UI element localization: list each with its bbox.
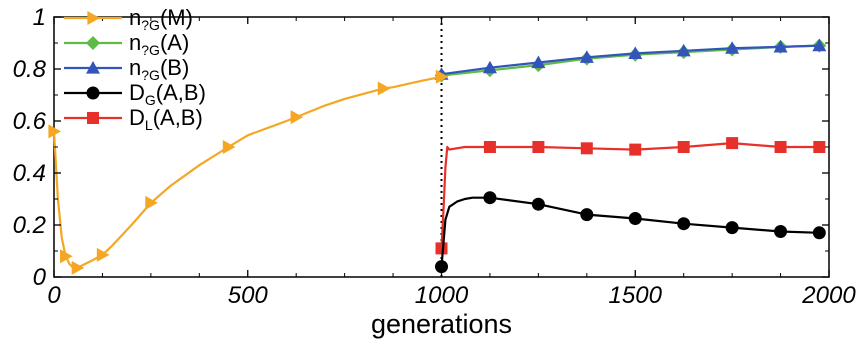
y-tick-label: 0.4 — [13, 160, 46, 187]
y-tick-label: 0.6 — [13, 108, 47, 135]
data-point — [60, 249, 73, 264]
y-tick-label: 0.2 — [13, 212, 46, 239]
data-point — [726, 137, 739, 150]
data-point — [531, 55, 546, 69]
legend-label-main: n — [129, 30, 141, 55]
legend-label-subscript: ?G — [141, 42, 160, 58]
x-tick-label: 1000 — [415, 282, 469, 309]
data-point — [290, 110, 304, 125]
y-tick-label: 0.8 — [13, 56, 47, 83]
data-point — [579, 50, 594, 63]
data-point — [628, 46, 643, 59]
data-point — [483, 141, 496, 153]
x-tick-label: 0 — [47, 282, 61, 309]
data-point — [725, 221, 739, 235]
legend-label-rest: (A,B) — [156, 80, 206, 105]
legend-label-main: n — [129, 5, 141, 30]
data-point — [580, 142, 593, 155]
legend-label-subscript: ?G — [141, 67, 160, 83]
series-4 — [435, 137, 826, 255]
data-point — [812, 226, 826, 240]
legend-label-rest: (M) — [160, 5, 193, 30]
series-line — [440, 196, 820, 267]
data-point — [774, 141, 787, 153]
data-point — [773, 39, 788, 53]
legend-label-rest: (A,B) — [153, 105, 203, 130]
data-point — [813, 141, 826, 153]
series-layer — [48, 38, 827, 275]
data-point — [676, 43, 691, 57]
data-point — [48, 124, 61, 139]
legend-label: n?G(M) — [129, 5, 193, 33]
legend-marker — [87, 112, 99, 124]
data-point — [96, 247, 110, 262]
data-point — [629, 143, 642, 156]
legend-label: n?G(A) — [129, 30, 189, 58]
legend-label: n?G(B) — [129, 55, 189, 83]
legend-label-main: D — [129, 80, 145, 105]
legend-marker — [86, 36, 100, 50]
legend: n?G(M)n?G(A)n?G(B)DG(A,B)DL(A,B) — [64, 5, 206, 133]
data-point — [531, 197, 545, 211]
data-point — [71, 260, 85, 275]
data-point — [483, 191, 497, 205]
legend-label-rest: (B) — [160, 55, 189, 80]
x-tick-label: 500 — [228, 282, 269, 309]
series-line — [52, 75, 442, 269]
data-point — [145, 195, 158, 210]
legend-label-rest: (A) — [160, 30, 189, 55]
x-tick-label: 1500 — [609, 282, 663, 309]
series-line — [440, 142, 820, 249]
y-tick-label: 1 — [33, 4, 46, 31]
data-point — [725, 41, 740, 54]
data-point — [532, 141, 545, 153]
series-2 — [434, 38, 827, 80]
legend-label-main: n — [129, 55, 141, 80]
x-axis-ticks: 0 500 1000 1500 2000 — [47, 17, 856, 309]
y-tick-label: 0 — [33, 264, 47, 291]
data-point — [677, 217, 691, 231]
data-point — [677, 141, 690, 153]
data-point — [435, 242, 448, 255]
data-point — [812, 38, 827, 52]
series-0 — [48, 69, 449, 275]
data-point — [774, 225, 788, 238]
legend-marker — [86, 86, 100, 100]
legend-marker — [87, 11, 100, 25]
x-tick-label: 2000 — [801, 282, 856, 309]
x-axis-title: generations — [371, 309, 512, 339]
legend-label-subscript: G — [145, 92, 156, 108]
data-point — [580, 208, 594, 222]
series-3 — [435, 191, 826, 274]
legend-label-subscript: ?G — [141, 17, 160, 33]
data-point — [435, 69, 449, 84]
data-point — [377, 81, 391, 96]
legend-label: DL(A,B) — [129, 105, 203, 133]
legend-marker — [86, 61, 100, 74]
y-axis-ticks: 0 0.2 0.4 0.6 0.8 1 — [13, 4, 829, 291]
series-1 — [434, 38, 827, 83]
data-point — [482, 60, 497, 74]
data-point — [435, 260, 448, 274]
data-point — [628, 212, 642, 225]
series-line — [441, 44, 820, 77]
legend-label: DG(A,B) — [129, 80, 206, 108]
legend-label-main: D — [129, 105, 145, 130]
data-point — [222, 140, 236, 154]
legend-label-subscript: L — [145, 117, 153, 133]
